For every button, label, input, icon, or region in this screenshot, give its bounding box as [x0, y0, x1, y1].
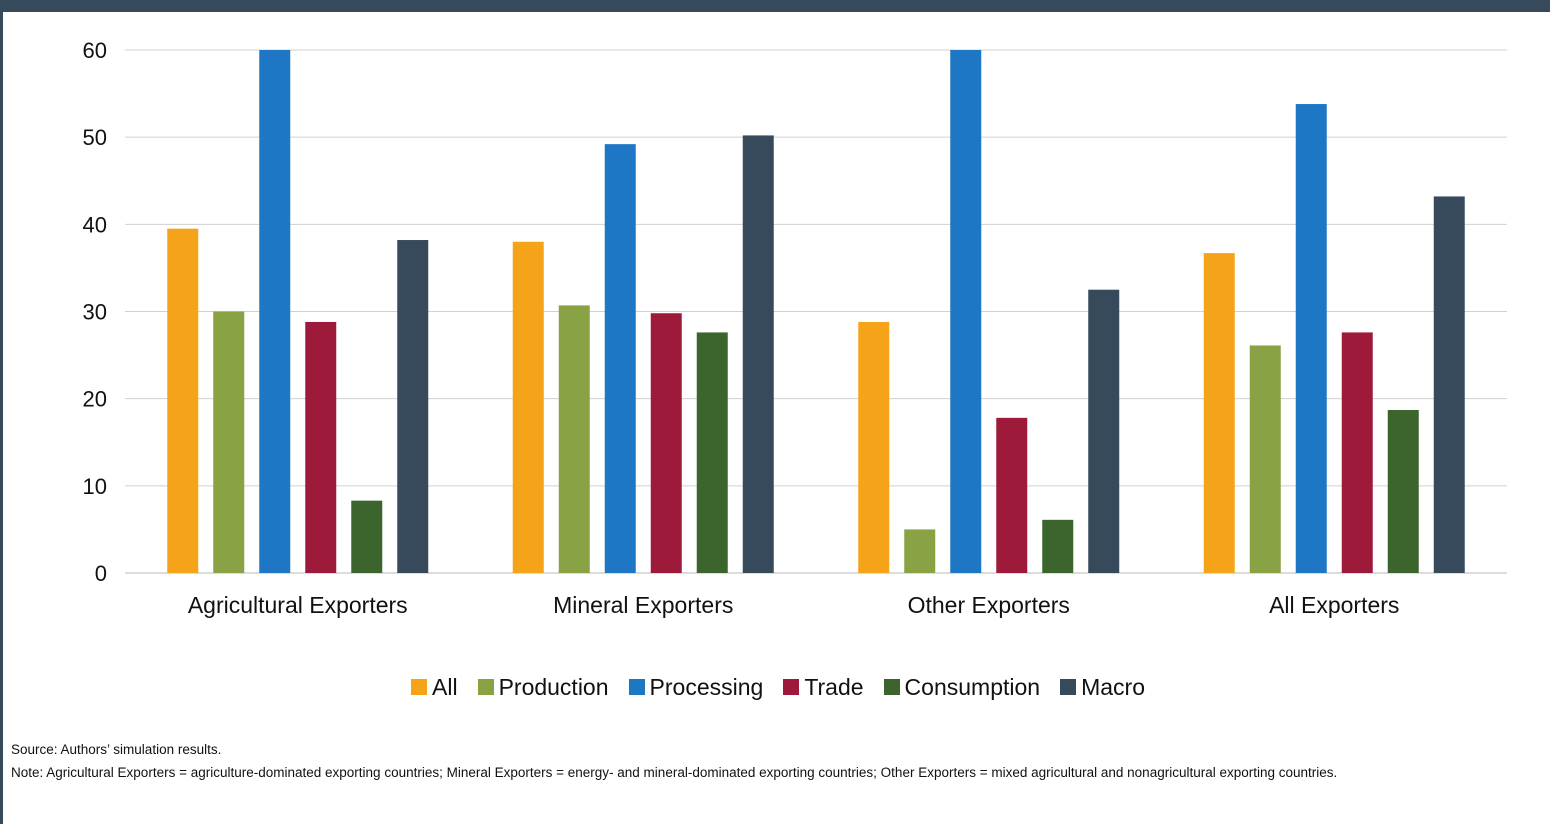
legend-swatch	[411, 679, 427, 695]
legend-item-macro: Macro	[1060, 674, 1145, 701]
x-tick-label: Agricultural Exporters	[188, 592, 408, 618]
chart-legend: All Production Processing Trade Consumption M…	[3, 670, 1550, 704]
bar-macro-0	[397, 240, 429, 574]
x-tick-label: Mineral Exporters	[553, 592, 733, 618]
legend-item-all: All	[411, 674, 458, 701]
bar-trade-2	[996, 417, 1028, 573]
legend-item-production: Production	[477, 673, 609, 701]
bar-consumption-1	[696, 332, 728, 573]
bar-macro-1	[742, 135, 774, 573]
bar-chart: 0 10 20 30 40 50 60 Agricultural Exporters Miner…	[83, 38, 1507, 618]
legend-swatch	[883, 679, 900, 695]
legend-label: Processing	[649, 673, 764, 700]
bar-trade-1	[650, 313, 682, 573]
x-tick-label: Other Exporters	[908, 592, 1070, 618]
legend-swatch	[783, 679, 800, 695]
bar-all-2	[858, 321, 890, 573]
bar-production-3	[1249, 345, 1281, 573]
bar-processing-1	[604, 144, 636, 573]
bar-consumption-0	[351, 500, 383, 573]
bar-trade-0	[305, 321, 337, 573]
legend-label: Macro	[1081, 673, 1145, 700]
y-tick-label: 50	[83, 125, 107, 150]
bar-processing-0	[259, 50, 291, 573]
bar-all-3	[1203, 253, 1235, 573]
bar-processing-3	[1295, 104, 1327, 573]
bar-trade-3	[1341, 332, 1373, 573]
y-tick-label: 30	[83, 300, 107, 325]
legend-label: Consumption	[904, 673, 1041, 700]
y-tick-label: 10	[83, 474, 107, 499]
legend-label: Production	[498, 673, 609, 700]
bar-processing-2	[950, 50, 982, 573]
note-text: Note: Agricultural Exporters = agricultu…	[11, 765, 1338, 780]
bar-production-0	[213, 311, 245, 573]
y-tick-label: 20	[83, 387, 107, 412]
legend-swatch	[628, 679, 645, 695]
y-tick-label: 60	[83, 38, 107, 63]
bar-all-1	[512, 241, 544, 573]
legend-label: All	[432, 673, 458, 700]
legend-swatch	[477, 679, 494, 695]
source-text: Source: Authors’ simulation results.	[11, 742, 222, 757]
bar-production-1	[558, 305, 590, 573]
bar-consumption-2	[1042, 519, 1074, 573]
bar-all-0	[167, 228, 199, 574]
legend-swatch	[1060, 679, 1077, 695]
y-tick-label: 40	[83, 212, 107, 237]
legend-label: Trade	[804, 673, 864, 700]
legend-item-consumption: Consumption	[883, 673, 1041, 701]
bar-consumption-3	[1387, 409, 1419, 573]
bar-production-2	[904, 529, 936, 573]
x-tick-label: All Exporters	[1269, 592, 1399, 618]
legend-item-trade: Trade	[783, 673, 864, 701]
bar-macro-2	[1088, 289, 1120, 573]
header-bar	[3, 0, 1550, 12]
legend-item-processing: Processing	[628, 673, 764, 701]
y-tick-label: 0	[95, 561, 107, 586]
bar-macro-3	[1433, 196, 1465, 573]
